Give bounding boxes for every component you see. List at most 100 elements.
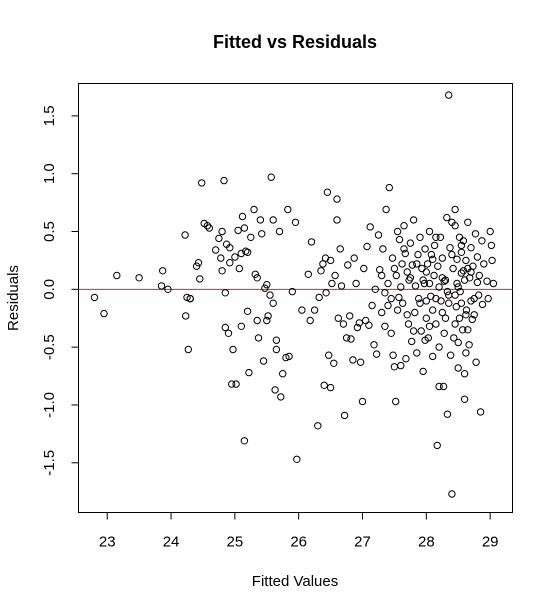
data-point [371, 285, 379, 293]
data-point [353, 323, 362, 332]
data-point [432, 294, 440, 303]
data-point [261, 284, 269, 292]
data-point [460, 370, 469, 378]
data-point [342, 334, 351, 342]
data-point [263, 316, 271, 325]
data-point [340, 411, 349, 420]
y-tick-label: 0.5 [41, 221, 58, 242]
data-point [181, 231, 189, 239]
data-point [429, 352, 437, 361]
data-point [425, 322, 434, 330]
data-point [192, 262, 201, 270]
data-point [409, 327, 418, 335]
data-point [232, 380, 240, 388]
data-point [423, 260, 432, 268]
data-point [159, 267, 167, 275]
data-point [272, 345, 281, 354]
data-point [425, 227, 434, 236]
data-point [217, 254, 225, 262]
data-point [448, 218, 456, 227]
data-point [460, 276, 469, 284]
data-point [365, 321, 373, 329]
data-point [459, 326, 467, 334]
data-point [409, 216, 418, 224]
y-axis-label: Residuals [5, 265, 22, 331]
data-point [267, 173, 275, 181]
data-point [454, 364, 462, 372]
data-point [413, 260, 421, 268]
data-point [390, 264, 399, 273]
data-point [417, 327, 425, 335]
data-point [221, 323, 230, 332]
data-point [336, 245, 344, 253]
data-point [429, 306, 437, 314]
data-point [473, 253, 482, 261]
data-point [203, 222, 212, 230]
data-point [430, 241, 439, 250]
data-point [448, 250, 456, 259]
data-point [228, 380, 236, 388]
data-point [462, 311, 470, 319]
data-point [427, 250, 436, 259]
data-point [457, 269, 466, 277]
y-tick-label: 1.5 [41, 105, 58, 126]
data-point [384, 301, 392, 310]
data-point [218, 227, 226, 236]
data-point [462, 306, 471, 314]
data-point [453, 255, 461, 263]
data-point [432, 320, 440, 328]
data-point [478, 300, 487, 309]
data-point [275, 227, 284, 236]
data-point [454, 283, 462, 291]
data-point [389, 351, 397, 359]
data-point [393, 306, 402, 314]
data-point [259, 357, 268, 365]
data-point [460, 395, 469, 403]
data-point [443, 410, 452, 418]
data-point [328, 279, 336, 288]
data-point [416, 299, 424, 307]
data-point [421, 336, 429, 344]
data-point [432, 233, 440, 242]
data-point [397, 361, 405, 370]
data-point [284, 205, 292, 214]
x-tick-label: 23 [99, 534, 116, 551]
data-point [393, 227, 402, 236]
data-point [352, 279, 360, 288]
data-point [392, 397, 400, 406]
data-point [238, 212, 247, 221]
data-point [374, 231, 383, 239]
data-point [350, 254, 358, 262]
data-point [387, 294, 395, 303]
data-point [449, 264, 457, 273]
data-point [403, 311, 411, 319]
data-point [388, 254, 397, 262]
data-point [455, 233, 464, 242]
x-tick-label: 28 [418, 534, 435, 551]
data-point [253, 316, 261, 325]
data-point [322, 289, 330, 297]
data-point [251, 270, 260, 278]
data-point [212, 246, 220, 254]
data-point [476, 408, 485, 416]
data-point [285, 352, 293, 361]
data-point [347, 335, 355, 343]
data-point [455, 314, 464, 322]
data-point [256, 216, 265, 224]
data-point [198, 179, 206, 187]
data-point [441, 314, 450, 322]
data-point [420, 279, 429, 288]
data-point [411, 308, 419, 317]
data-point [488, 256, 496, 265]
data-point [269, 299, 277, 307]
data-point [382, 205, 390, 214]
data-point [231, 253, 239, 261]
data-point [422, 297, 430, 305]
data-point [240, 224, 249, 232]
data-point [378, 271, 386, 280]
data-point [408, 261, 416, 269]
data-point [406, 274, 415, 282]
data-point [317, 267, 325, 275]
data-point [451, 291, 459, 299]
